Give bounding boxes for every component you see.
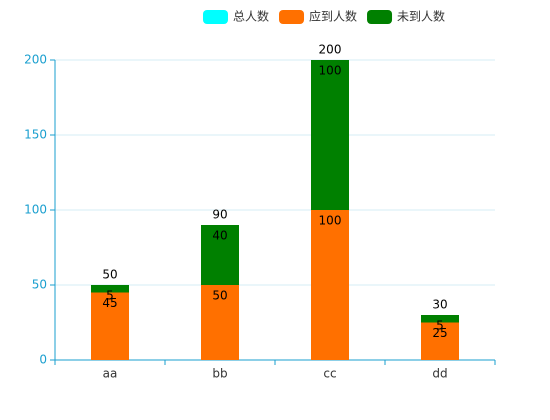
total-label: 200 (319, 43, 342, 57)
x-tick-label: cc (323, 367, 336, 381)
total-label: 90 (212, 208, 227, 222)
bar-segment (311, 210, 349, 360)
y-tick-label: 0 (39, 353, 47, 367)
y-tick-label: 150 (24, 128, 47, 142)
value-label: 100 (319, 214, 342, 228)
bar-segment (421, 322, 459, 360)
bar-segment (91, 292, 129, 360)
value-label: 100 (319, 64, 342, 78)
value-label: 5 (106, 289, 114, 303)
value-label: 25 (432, 326, 447, 340)
y-tick-label: 50 (32, 278, 47, 292)
bar-segment (201, 225, 239, 285)
value-label: 45 (102, 296, 117, 310)
total-label: 30 (432, 298, 447, 312)
bar-segment (421, 315, 459, 323)
y-tick-label: 200 (24, 53, 47, 67)
y-tick-label: 100 (24, 203, 47, 217)
total-label: 50 (102, 268, 117, 282)
value-label: 40 (212, 229, 227, 243)
bar-segment (311, 60, 349, 210)
legend-swatch[interactable] (203, 10, 228, 24)
legend-label[interactable]: 应到人数 (309, 9, 357, 24)
bar-segment (91, 285, 129, 293)
x-tick-label: bb (212, 367, 227, 381)
x-tick-label: dd (432, 367, 447, 381)
legend-label[interactable]: 总人数 (233, 9, 269, 24)
legend-swatch[interactable] (279, 10, 305, 24)
value-label: 50 (212, 289, 227, 303)
value-label: 5 (436, 319, 444, 333)
x-tick-label: aa (103, 367, 118, 381)
legend-swatch[interactable] (367, 10, 393, 24)
bar-segment (201, 285, 239, 360)
legend-label[interactable]: 未到人数 (397, 9, 445, 24)
